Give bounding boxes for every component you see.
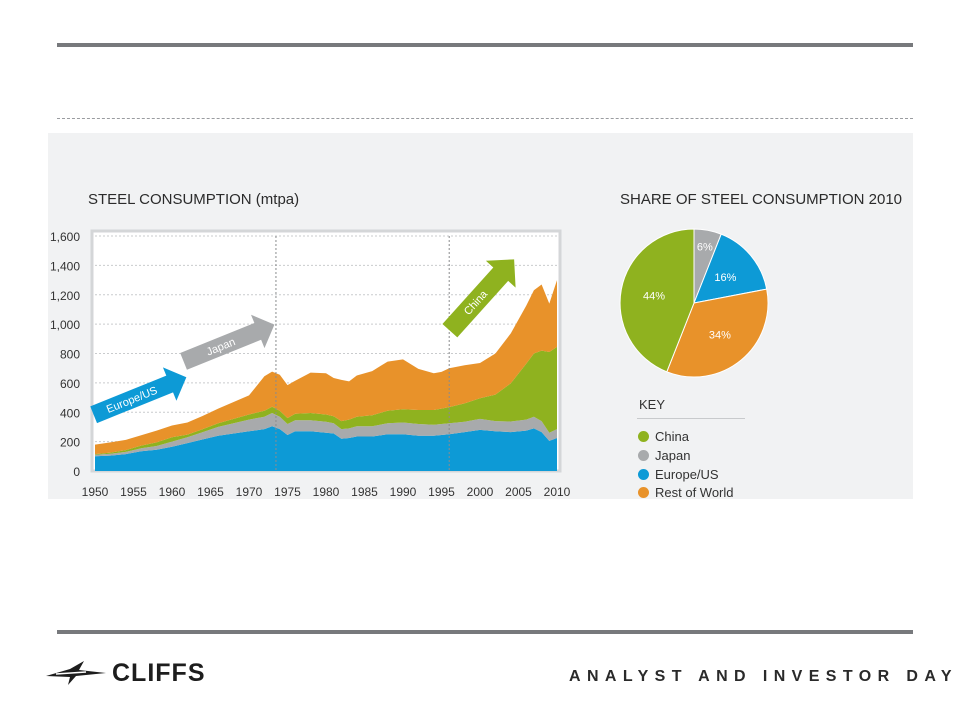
key-title: KEY	[639, 397, 666, 412]
footer-rule	[57, 630, 913, 634]
y-tick-label: 200	[60, 436, 80, 450]
x-tick-label: 2010	[544, 485, 571, 499]
europe-us-arrow-shape	[90, 367, 187, 424]
pie-slice-china	[619, 228, 695, 373]
y-tick-label: 600	[60, 377, 80, 391]
x-tick-label: 1965	[197, 485, 224, 499]
title-divider	[57, 118, 913, 119]
europe-us-swatch	[638, 469, 649, 480]
china-swatch	[638, 431, 649, 442]
key-item-europe-us: Europe/US	[638, 467, 719, 482]
brand-name: CLIFFS	[112, 659, 206, 687]
pie-value-label: 44%	[643, 290, 665, 302]
pie-value-label: 16%	[714, 272, 736, 284]
y-tick-label: 1,000	[50, 318, 80, 332]
y-tick-label: 0	[73, 465, 80, 479]
y-tick-label: 1,200	[50, 289, 80, 303]
pie-slice-rest-of-world	[666, 288, 769, 378]
x-tick-label: 1975	[274, 485, 301, 499]
y-tick-label: 1,600	[50, 230, 80, 244]
key-label-rest-of-world: Rest of World	[655, 485, 734, 500]
x-tick-label: 1995	[428, 485, 455, 499]
key-item-japan: Japan	[638, 448, 690, 463]
key-label-europe-us: Europe/US	[655, 467, 719, 482]
key-divider	[637, 418, 745, 419]
x-tick-label: 1990	[390, 485, 417, 499]
pie-value-label: 6%	[697, 241, 713, 253]
japan-swatch	[638, 450, 649, 461]
x-tick-label: 1960	[159, 485, 186, 499]
y-tick-label: 800	[60, 348, 80, 362]
key-item-rest-of-world: Rest of World	[638, 485, 734, 500]
x-tick-label: 1950	[82, 485, 109, 499]
china-arrow-shape	[442, 259, 516, 338]
key-label-china: China	[655, 429, 689, 444]
x-tick-label: 2005	[505, 485, 532, 499]
pie-value-label: 34%	[709, 329, 731, 341]
cliffs-logo-icon	[46, 661, 106, 685]
japan-arrow-shape	[180, 314, 275, 370]
pie-slice-europe-us	[693, 233, 768, 304]
area-rest-of-world	[95, 280, 557, 455]
area-china	[95, 346, 557, 455]
line-chart-title: STEEL CONSUMPTION (mtpa)	[88, 191, 300, 208]
pie-chart-title: SHARE OF STEEL CONSUMPTION 2010	[620, 191, 903, 208]
footer-title: ANALYST AND INVESTOR DAY	[569, 668, 958, 685]
y-tick-label: 1,400	[50, 259, 80, 273]
y-tick-label: 400	[60, 406, 80, 420]
area-europe-us	[95, 426, 557, 471]
header-rule	[57, 43, 913, 47]
rest-of-world-swatch	[638, 487, 649, 498]
x-tick-label: 1980	[313, 485, 340, 499]
key-item-china: China	[638, 429, 689, 444]
key-label-japan: Japan	[655, 448, 691, 463]
x-tick-label: 1955	[120, 485, 147, 499]
x-tick-label: 2000	[467, 485, 494, 499]
x-tick-label: 1970	[236, 485, 263, 499]
x-tick-label: 1985	[351, 485, 378, 499]
